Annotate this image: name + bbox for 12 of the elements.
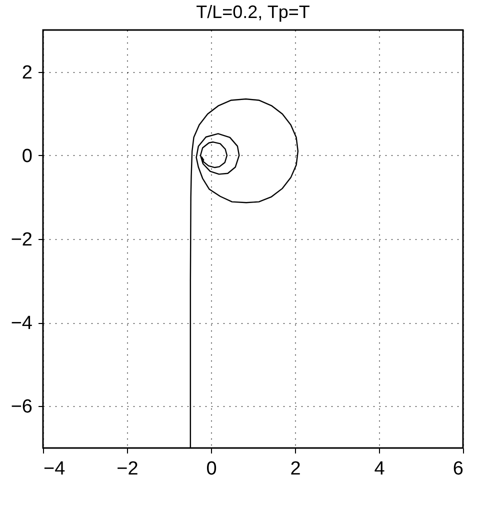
x-tick-label: 2	[290, 458, 301, 480]
y-tick-label: 0	[22, 146, 32, 167]
x-tick-label: −2	[116, 458, 138, 480]
y-tick-label: −6	[10, 396, 32, 418]
y-tick-label: 2	[22, 62, 32, 84]
y-tick-label: −4	[10, 313, 33, 334]
x-tick-label: 4	[374, 458, 386, 480]
chart-title: T/L=0.2, Tp=T	[196, 2, 310, 22]
x-tick-label: 6	[452, 458, 464, 480]
x-tick-label: 0	[206, 458, 217, 480]
x-tick-label: −4	[44, 458, 66, 480]
y-tick-label: −2	[10, 230, 32, 250]
